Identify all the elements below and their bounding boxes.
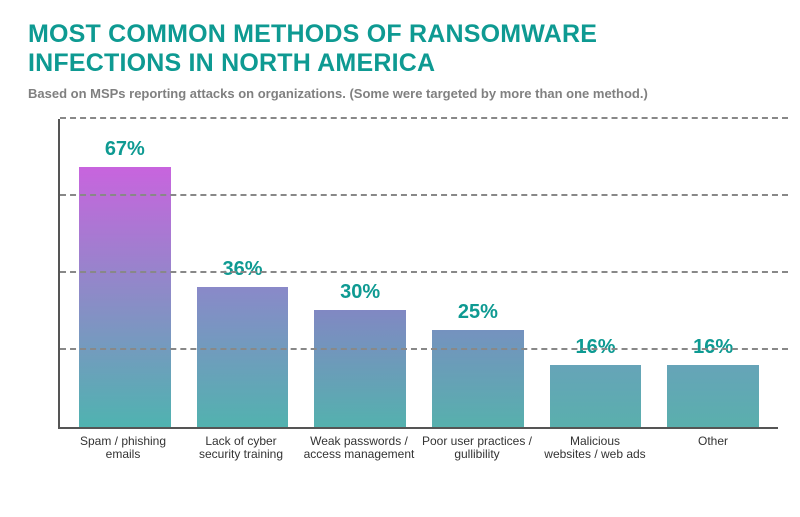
bar-rect <box>550 365 642 427</box>
x-axis-label: Spam / phishingemails <box>64 435 182 463</box>
bar-rect <box>314 310 406 426</box>
x-axis-label: Lack of cybersecurity training <box>182 435 300 463</box>
bars-container: 67% 36% 30% 25% 16%16% <box>60 119 778 427</box>
chart-title: MOST COMMON METHODS OF RANSOMWARE INFECT… <box>28 20 772 78</box>
x-axis-label: Maliciouswebsites / web ads <box>536 435 654 463</box>
gridline <box>60 117 788 119</box>
bar-slot: 16% <box>654 119 772 427</box>
x-axis-label: Other <box>654 435 772 463</box>
infographic-page: MOST COMMON METHODS OF RANSOMWARE INFECT… <box>0 0 800 517</box>
bar-slot: 67% <box>66 119 184 427</box>
bar-rect <box>432 330 524 427</box>
bar-rect <box>79 167 171 427</box>
bar-value-label: 36% <box>222 258 262 281</box>
bar-slot: 36% <box>184 119 302 427</box>
bar-rect <box>667 365 759 427</box>
x-axis-label: Weak passwords /access management <box>300 435 418 463</box>
bar-value-label: 30% <box>340 281 380 304</box>
bar-slot: 25% <box>419 119 537 427</box>
x-axis-labels: Spam / phishingemailsLack of cybersecuri… <box>58 429 778 463</box>
plot-area: 67% 36% 30% 25% 16%16% <box>58 119 778 429</box>
x-axis-label: Poor user practices /gullibility <box>418 435 536 463</box>
title-line1: MOST COMMON METHODS OF RANSOMWARE <box>28 20 597 48</box>
bar-slot: 16% <box>537 119 655 427</box>
bar-rect <box>197 287 289 427</box>
bar-slot: 30% <box>301 119 419 427</box>
bar-chart: 67%36%30%25%16%16% Spam / phishingemails… <box>58 119 768 463</box>
bar-value-label: 67% <box>105 138 145 161</box>
gridline <box>60 348 788 350</box>
gridline <box>60 271 788 273</box>
title-line2: INFECTIONS IN NORTH AMERICA <box>28 49 435 77</box>
chart-subtitle: Based on MSPs reporting attacks on organ… <box>28 86 772 101</box>
bar-value-label: 25% <box>458 301 498 324</box>
gridline <box>60 194 788 196</box>
